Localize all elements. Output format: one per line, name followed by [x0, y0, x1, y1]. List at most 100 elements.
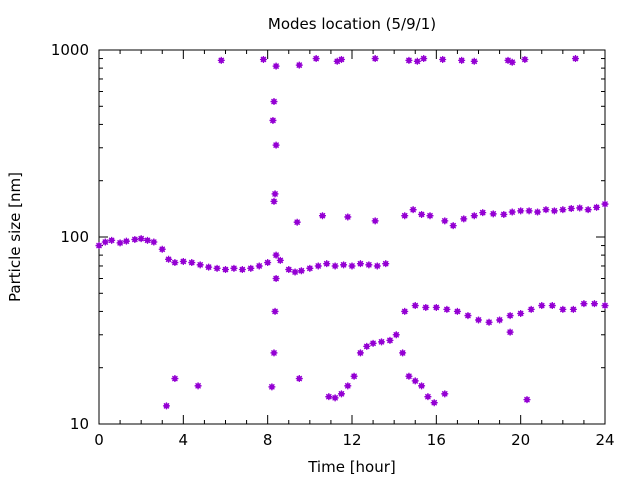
data-point — [270, 197, 278, 205]
data-point — [272, 274, 280, 282]
data-point — [371, 217, 379, 225]
y-tick-label: 10 — [70, 415, 89, 433]
data-point — [171, 375, 179, 383]
data-point — [270, 349, 278, 357]
data-point — [122, 237, 130, 245]
data-point — [285, 266, 293, 274]
data-point — [508, 208, 516, 216]
data-point — [222, 266, 229, 274]
data-point — [171, 259, 179, 267]
data-point — [567, 205, 575, 213]
data-point — [508, 58, 516, 66]
data-point — [550, 207, 558, 215]
x-tick-label: 20 — [511, 431, 530, 449]
data-point — [517, 207, 525, 215]
data-point — [405, 372, 413, 380]
data-point — [489, 210, 497, 218]
data-point — [269, 116, 277, 124]
data-point — [143, 236, 151, 244]
data-point — [271, 190, 279, 198]
data-point — [272, 141, 280, 149]
data-point — [443, 305, 451, 313]
data-point — [363, 342, 371, 350]
data-point — [179, 257, 187, 265]
data-point — [137, 235, 145, 243]
data-point — [521, 55, 529, 63]
data-point — [116, 239, 124, 247]
data-point — [95, 242, 103, 250]
data-point — [270, 98, 278, 106]
data-point — [534, 208, 542, 216]
data-point — [314, 262, 322, 270]
data-point — [418, 210, 426, 218]
data-point — [593, 203, 601, 211]
data-point — [430, 399, 438, 407]
data-point — [411, 302, 419, 310]
data-point — [441, 217, 449, 225]
data-point — [165, 255, 173, 263]
data-point — [238, 266, 246, 274]
x-tick-label: 4 — [179, 431, 189, 449]
data-point — [293, 218, 301, 226]
data-point — [441, 390, 449, 398]
data-point — [458, 56, 466, 64]
data-point — [365, 261, 373, 269]
x-tick-label: 12 — [342, 431, 361, 449]
data-point — [356, 349, 364, 357]
data-point — [439, 55, 447, 63]
x-tick-label: 24 — [595, 431, 614, 449]
data-point — [344, 382, 352, 390]
data-point — [496, 316, 504, 324]
data-point — [525, 207, 533, 215]
data-point — [131, 235, 139, 243]
data-point — [194, 382, 202, 390]
data-point — [272, 62, 280, 70]
data-point — [580, 300, 588, 308]
data-point — [485, 318, 493, 326]
data-point — [306, 264, 314, 272]
data-point — [264, 259, 272, 267]
data-point — [506, 312, 514, 320]
data-point — [569, 305, 577, 313]
data-point — [426, 212, 434, 220]
y-axis-label: Particle size [nm] — [6, 172, 24, 302]
data-point — [295, 61, 303, 69]
data-point — [517, 309, 525, 317]
data-point — [470, 57, 478, 65]
data-point — [247, 264, 255, 272]
data-point — [162, 402, 170, 410]
data-point — [268, 383, 276, 391]
data-point — [312, 55, 320, 63]
data-point — [108, 236, 116, 244]
data-point — [542, 206, 550, 214]
data-point — [479, 209, 487, 217]
data-point — [217, 56, 225, 64]
data-point — [432, 303, 440, 311]
data-point — [420, 55, 428, 63]
data-point — [230, 264, 238, 272]
data-point — [205, 263, 213, 271]
data-point — [337, 55, 345, 63]
data-point — [378, 338, 386, 346]
data-point — [196, 261, 204, 269]
data-point — [337, 390, 345, 398]
data-point — [449, 222, 457, 230]
data-point — [356, 260, 364, 268]
data-point — [500, 210, 508, 218]
data-point — [386, 336, 394, 344]
data-point — [464, 312, 472, 320]
x-tick-label: 0 — [94, 431, 104, 449]
data-point — [392, 331, 400, 339]
data-point — [401, 212, 409, 220]
data-point — [460, 215, 468, 223]
data-point — [548, 302, 556, 310]
data-point — [325, 393, 333, 401]
plot-frame — [98, 49, 606, 425]
data-point — [369, 339, 377, 347]
data-point — [422, 303, 430, 311]
chart-title: Modes location (5/9/1) — [268, 15, 436, 33]
y-axis: 10 100 1000 — [51, 41, 605, 433]
data-point — [413, 57, 421, 65]
data-point — [571, 55, 579, 63]
